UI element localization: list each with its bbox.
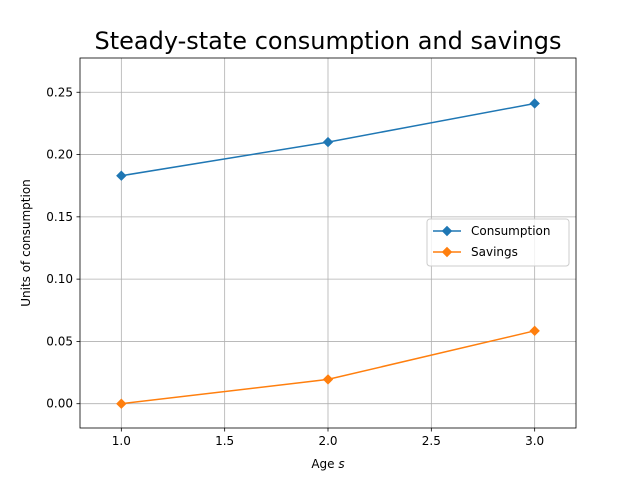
savings-point [529,325,540,337]
x-axis-label-variable: s [338,457,344,471]
y-tick-label: 0.20 [46,148,73,162]
y-tick-label: 0.10 [46,272,73,286]
y-tick-label: 0.05 [46,334,73,348]
x-tick-label: 2.0 [318,434,337,448]
legend-marker-consumption [441,225,453,237]
y-tick-label: 0.25 [46,85,73,99]
plot-series [116,98,540,409]
legend-marker-savings [441,246,453,258]
consumption-point [116,170,127,181]
legend-label-consumption: Consumption [471,224,550,238]
y-axis-label: Units of consumption [19,179,33,307]
consumption-point [529,98,540,109]
x-axis-label: Age s [311,457,344,471]
x-axis-ticks: 1.0 1.5 2.0 2.5 3.0 [112,428,544,448]
y-tick-label: 0.00 [46,397,73,411]
x-tick-label: 1.0 [112,434,131,448]
x-tick-label: 3.0 [525,434,544,448]
chart-title: Steady-state consumption and savings [94,27,561,55]
savings-point [322,374,334,385]
legend-frame [426,218,570,267]
x-tick-label: 2.5 [422,434,441,448]
savings-point [116,398,127,409]
x-axis-label-text: Age [311,457,338,471]
y-tick-label: 0.15 [46,210,73,224]
series-consumption [116,98,540,181]
consumption-point [322,136,334,148]
legend: Consumption Savings [426,218,570,267]
series-savings [116,325,540,409]
legend-label-savings: Savings [471,245,518,259]
x-tick-label: 1.5 [215,434,234,448]
y-axis-ticks: 0.00 0.05 0.10 0.15 0.20 0.25 [46,85,80,411]
